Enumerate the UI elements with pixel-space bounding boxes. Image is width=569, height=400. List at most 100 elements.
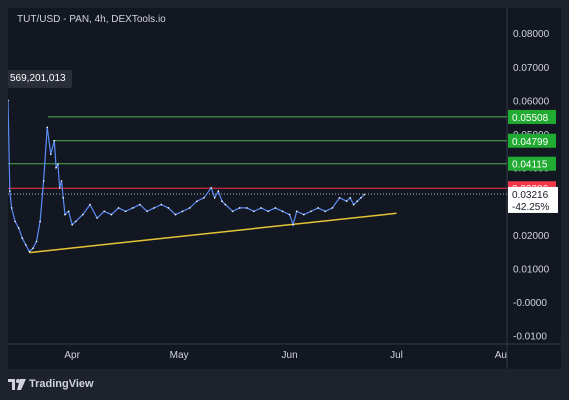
price-point: [281, 210, 284, 213]
price-point: [139, 203, 141, 206]
current-price-change: -42.25%: [512, 202, 549, 213]
price-point: [210, 187, 212, 189]
tradingview-brand: TradingView: [29, 378, 94, 391]
price-point: [9, 190, 11, 192]
level-price-label: 0.05508: [512, 113, 549, 124]
price-point: [363, 193, 366, 196]
price-point: [57, 163, 59, 165]
price-point: [253, 210, 255, 213]
price-point: [39, 220, 41, 223]
price-point: [14, 220, 16, 223]
current-price-tag: [508, 186, 558, 213]
price-point: [153, 207, 155, 209]
price-point: [74, 220, 77, 223]
volume-label: 569,201,013: [8, 70, 72, 88]
price-point: [103, 210, 105, 213]
price-point: [231, 210, 234, 213]
price-point: [338, 197, 341, 199]
chart-title: TUT/USD - PAN, 4h, DEXTools.io: [17, 14, 166, 25]
price-point: [71, 223, 73, 226]
price-point: [356, 200, 359, 202]
price-point: [295, 210, 298, 213]
price-point: [174, 213, 177, 216]
price-point: [267, 210, 270, 213]
price-point: [64, 213, 66, 216]
price-point: [53, 139, 56, 142]
price-series-line: [8, 100, 365, 253]
price-point: [352, 203, 355, 206]
price-point: [46, 126, 48, 129]
y-tick-label: -0.0100: [513, 332, 547, 343]
price-point: [196, 200, 198, 202]
chart-pane[interactable]: 0.080000.070000.060000.050000.040000.030…: [8, 8, 561, 369]
y-tick-label: 0.07000: [513, 63, 550, 74]
price-point: [10, 207, 13, 209]
price-point: [238, 207, 241, 209]
price-point: [60, 180, 63, 182]
price-point: [360, 197, 362, 199]
price-point: [82, 213, 84, 216]
price-point: [292, 223, 294, 226]
level-price-label: 0.04799: [512, 137, 549, 148]
price-point: [32, 247, 34, 249]
price-point: [8, 99, 9, 102]
price-point: [189, 207, 191, 209]
tradingview-footer[interactable]: TradingView: [8, 378, 94, 390]
price-point: [246, 207, 248, 209]
x-tick-label: Apr: [64, 350, 80, 361]
price-point: [288, 213, 291, 216]
price-point: [317, 207, 319, 209]
price-point: [274, 207, 277, 209]
tradingview-logo-icon: [8, 378, 26, 390]
price-point: [62, 197, 64, 199]
y-tick-label: 0.01000: [513, 264, 550, 275]
price-point: [349, 197, 352, 199]
price-point: [35, 240, 38, 243]
level-price-tag: [508, 133, 556, 148]
price-point: [58, 187, 61, 189]
y-tick-label: 0.08000: [513, 29, 550, 40]
price-point: [345, 200, 348, 202]
price-point: [160, 203, 163, 206]
price-point: [303, 213, 305, 216]
price-point: [213, 197, 216, 199]
x-tick-label: Jun: [282, 350, 298, 361]
price-point: [324, 210, 327, 213]
x-tick-label: May: [170, 350, 189, 361]
price-point: [50, 153, 52, 155]
price-point: [42, 180, 45, 182]
price-point: [89, 203, 91, 206]
level-price-tag: [508, 156, 556, 171]
price-point: [146, 210, 148, 213]
level-price-tag: [508, 109, 556, 124]
price-point: [124, 210, 127, 213]
price-point: [67, 210, 70, 213]
price-point: [21, 237, 24, 239]
price-point: [25, 244, 27, 246]
price-point: [203, 197, 205, 199]
level-price-label: 0.04115: [512, 160, 548, 171]
price-point: [221, 200, 223, 202]
price-point: [217, 190, 220, 192]
price-point: [310, 210, 312, 213]
price-point: [331, 207, 334, 209]
price-point: [224, 203, 227, 206]
y-tick-label: 0.06000: [513, 96, 550, 107]
price-point: [181, 210, 184, 213]
price-point: [132, 207, 134, 209]
price-point: [17, 227, 20, 229]
support-trendline: [29, 212, 397, 254]
price-point: [260, 207, 262, 209]
price-point: [96, 217, 98, 219]
price-chart[interactable]: 0.080000.070000.060000.050000.040000.030…: [8, 8, 561, 369]
x-tick-label: Jul: [390, 350, 403, 361]
y-tick-label: -0.0000: [513, 298, 547, 309]
price-point: [110, 213, 113, 216]
current-price-label: 0.03216: [512, 190, 549, 201]
price-point: [55, 166, 57, 169]
y-tick-label: 0.02000: [513, 231, 550, 242]
price-point: [28, 250, 31, 253]
price-point: [117, 207, 120, 209]
x-tick-label: Au: [495, 350, 507, 361]
